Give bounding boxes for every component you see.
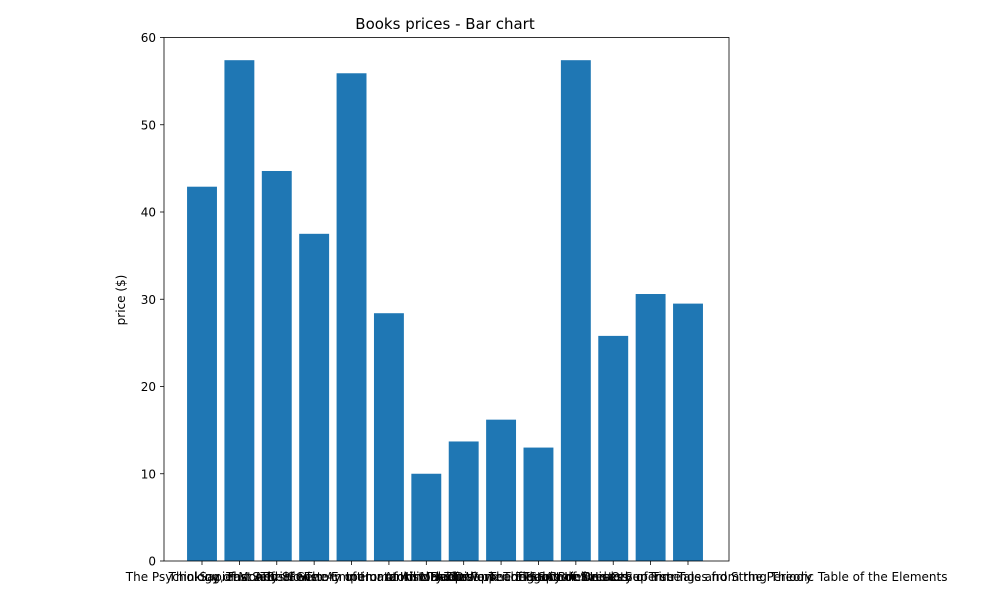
bar — [187, 186, 217, 561]
x-tick-label: The Selfish Gene — [225, 570, 327, 584]
x-tick-label: The Disappearing Spoon: And Other True T… — [428, 570, 948, 584]
bar — [336, 73, 367, 562]
x-tick-label: The Elegant Universe: Superstrings and S… — [488, 570, 813, 584]
y-axis-label: price ($) — [114, 275, 128, 326]
y-tick-label: 40 — [141, 206, 156, 220]
y-tick-label: 10 — [141, 467, 156, 481]
y-tick-label: 30 — [141, 293, 156, 307]
bar — [673, 303, 703, 561]
bar — [523, 447, 554, 561]
bar — [486, 419, 517, 561]
plot-frame — [163, 37, 730, 562]
chart-title: Books prices - Bar chart — [355, 15, 535, 33]
bars-layer — [187, 60, 703, 562]
x-tick-label: Thinking, Fast and Slow — [168, 570, 311, 584]
x-tick-label: The Power of Habit — [443, 570, 558, 584]
x-tick-label: Sapiens: A Brief History of Humankind — [199, 570, 429, 584]
bar — [224, 60, 255, 561]
bar — [411, 473, 442, 561]
bar — [373, 313, 404, 561]
bar — [299, 233, 330, 561]
bar — [635, 294, 666, 561]
x-tick-label: The Emperor of All Maladies — [304, 570, 473, 584]
x-tick-label: Outliers: The Story of Success — [448, 570, 628, 584]
y-tick-label: 60 — [141, 31, 156, 45]
bar — [448, 441, 479, 561]
y-axis: 0 10 20 30 40 50 60 — [141, 31, 164, 569]
y-tick-label: 20 — [141, 380, 156, 394]
x-tick-label: A Brief History of Time — [546, 570, 681, 584]
x-tick-label: Deep Work — [431, 570, 497, 584]
bar — [598, 335, 629, 561]
y-tick-label: 50 — [141, 118, 156, 132]
x-tick-label: Atomic Habits — [384, 570, 468, 584]
x-tick-label: The Code Breaker — [521, 570, 629, 584]
bar — [560, 60, 591, 561]
x-tick-label: The Gene: An Intimate History — [259, 570, 442, 584]
y-tick-label: 0 — [148, 555, 156, 569]
x-tick-label: The Psychology of Money — [125, 570, 278, 584]
bar — [261, 170, 292, 562]
